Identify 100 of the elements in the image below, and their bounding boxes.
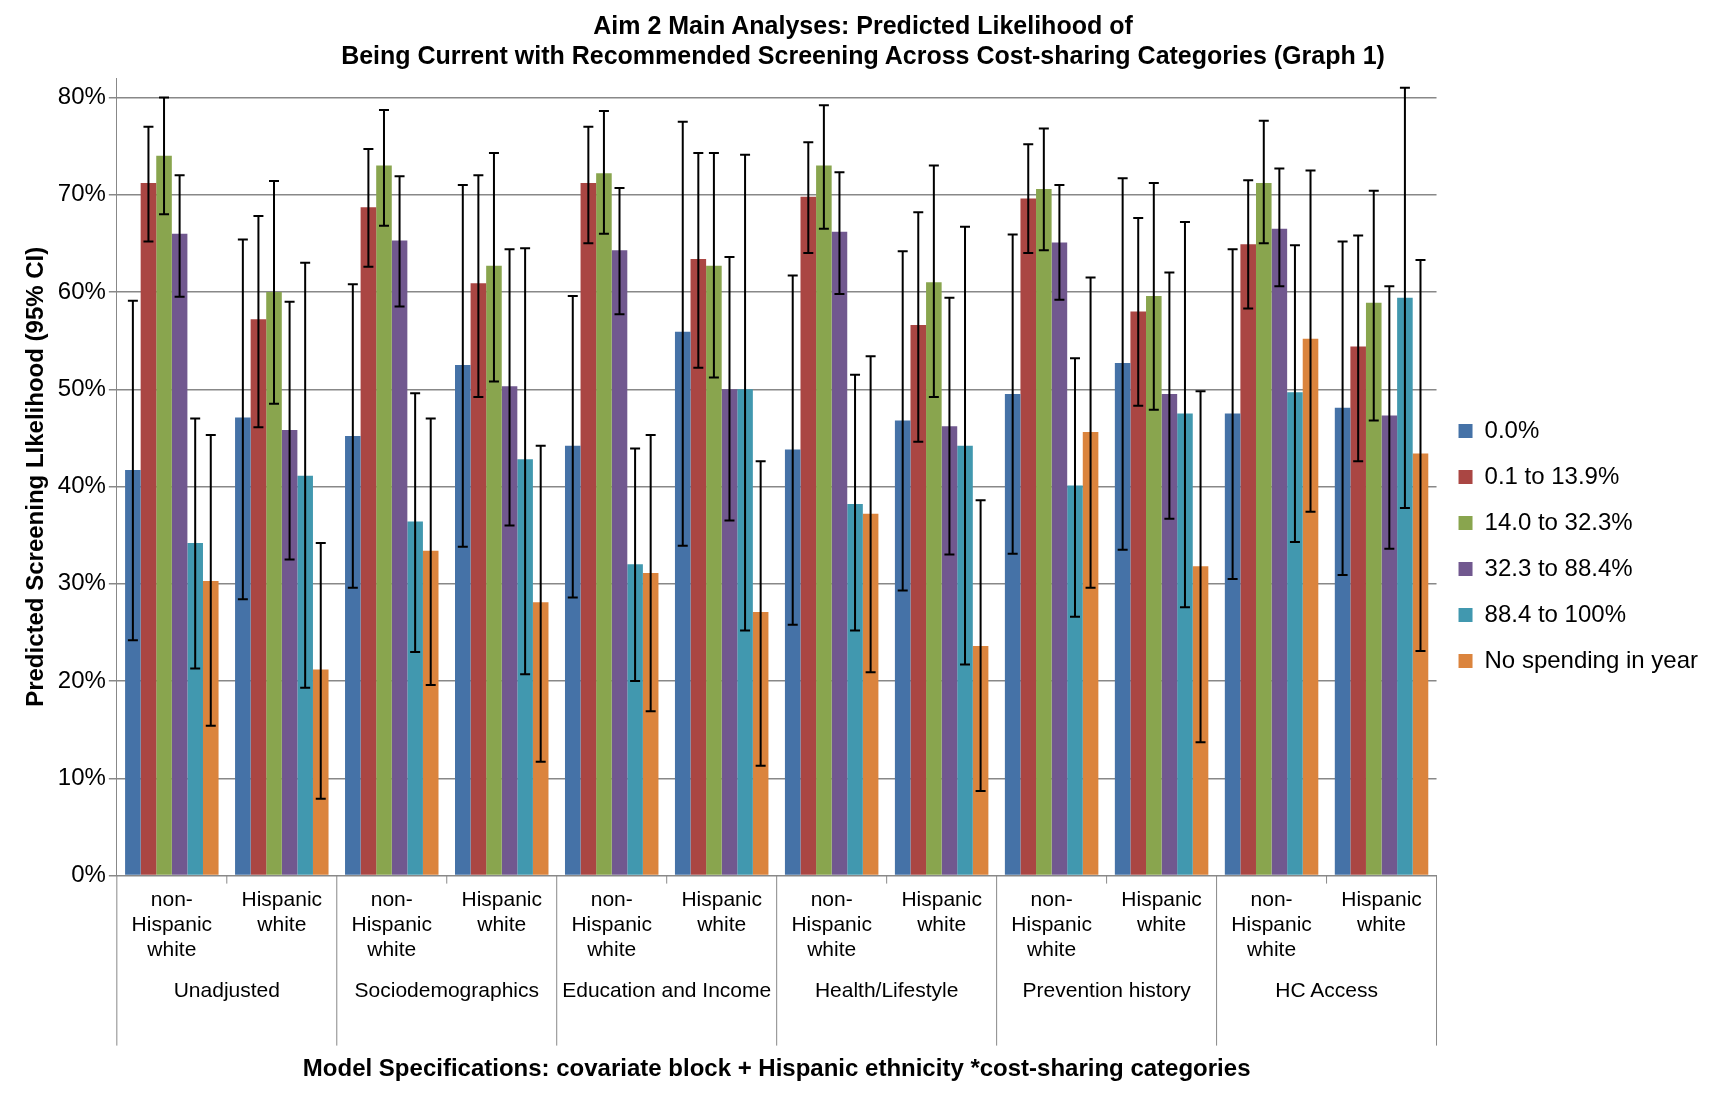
y-tick-label: 20% xyxy=(57,665,106,693)
bar xyxy=(1255,183,1272,875)
x-tick-label: non-Hispanic white xyxy=(351,887,433,961)
bar xyxy=(784,449,801,875)
bar xyxy=(1397,297,1413,875)
text: Health/Lifestyle xyxy=(814,977,959,1001)
bar xyxy=(1004,394,1021,875)
bar xyxy=(250,319,267,875)
bar xyxy=(1082,432,1099,875)
bar xyxy=(1350,346,1366,875)
bar xyxy=(1224,413,1241,875)
y-tick-label: 60% xyxy=(57,276,106,304)
x-tick-label: non-Hispanic white xyxy=(131,887,213,961)
bar xyxy=(1365,302,1382,875)
bar xyxy=(721,389,738,875)
legend-label: 14.0 to 32.3% xyxy=(1484,507,1633,535)
bar xyxy=(1051,242,1068,875)
bar xyxy=(1412,453,1429,875)
bar xyxy=(737,389,753,875)
bar xyxy=(486,265,502,875)
bar xyxy=(706,265,722,875)
bar xyxy=(596,173,612,875)
bar xyxy=(926,282,942,875)
y-axis-title: Predicted Screening LIkelihood (95% CI) xyxy=(21,246,49,707)
bar xyxy=(831,231,848,875)
bar xyxy=(391,240,408,875)
chart-title: Aim 2 Main Analyses: Predicted Likelihood of Being Current with Recommended Screening Across Cost-sharing Categories (Graph 1) xyxy=(341,10,1385,69)
bar xyxy=(957,445,973,875)
bar xyxy=(202,580,219,875)
bar xyxy=(580,183,597,875)
bar xyxy=(376,165,392,875)
bar xyxy=(517,459,533,875)
bar xyxy=(1334,407,1351,875)
x-tick-label: Hispanic white xyxy=(681,887,762,936)
bar xyxy=(1240,244,1256,875)
bar xyxy=(910,325,927,875)
text: Sociodemographics xyxy=(354,977,539,1001)
bar xyxy=(894,420,911,875)
text: Education and Income xyxy=(562,977,772,1001)
bar xyxy=(1114,363,1131,875)
bar xyxy=(345,435,361,875)
bar xyxy=(627,564,643,875)
x-tick-label: non-Hispanic white xyxy=(1231,887,1312,961)
bar xyxy=(1020,198,1037,875)
bar xyxy=(1130,311,1147,875)
x-tick-label: Hispanic white xyxy=(461,887,543,936)
bar xyxy=(266,291,282,875)
text: Unadjusted xyxy=(173,977,280,1001)
bar xyxy=(862,513,879,875)
bar xyxy=(501,386,518,875)
bar xyxy=(1381,415,1398,875)
y-tick-label: 70% xyxy=(57,179,106,207)
y-tick-label: 80% xyxy=(57,82,106,110)
bar xyxy=(422,550,439,875)
x-tick-label: Hispanic white xyxy=(1341,887,1422,936)
legend-label: 0.1 to 13.9% xyxy=(1484,461,1620,489)
text: Prevention history xyxy=(1022,977,1192,1001)
bar xyxy=(281,430,298,875)
bar xyxy=(297,475,313,875)
bar xyxy=(1302,338,1319,875)
bar xyxy=(125,469,141,875)
legend-label: No spending in year xyxy=(1484,645,1699,673)
bar xyxy=(235,417,251,875)
bar xyxy=(455,364,471,875)
y-tick-label: 10% xyxy=(57,762,106,790)
bar xyxy=(800,196,817,875)
bar xyxy=(1067,485,1083,875)
bar xyxy=(1036,188,1052,875)
x-axis-title: Model Specifications: covariate block + Hispanic ethnicity *cost-sharing categories xyxy=(302,1054,1251,1082)
text: HC Access xyxy=(1275,977,1378,1001)
bar xyxy=(187,542,203,875)
x-tick-label: Hispanic white xyxy=(241,887,323,936)
bar xyxy=(1146,295,1162,875)
bar xyxy=(674,331,691,875)
y-tick-label: 50% xyxy=(57,373,106,401)
bar xyxy=(140,183,157,875)
bar xyxy=(847,504,863,875)
bar xyxy=(1177,413,1193,875)
bar xyxy=(156,155,172,875)
x-tick-label: non-Hispanic white xyxy=(791,887,872,961)
bar xyxy=(642,573,659,875)
y-tick-label: 0% xyxy=(71,860,106,888)
x-tick-label: non-Hispanic white xyxy=(1011,887,1092,961)
x-tick-label: Hispanic white xyxy=(1121,887,1202,936)
bar xyxy=(360,207,377,875)
bar xyxy=(171,233,188,875)
bar xyxy=(312,669,329,875)
x-tick-label: Hispanic white xyxy=(901,887,982,936)
bar xyxy=(470,283,487,875)
x-tick-label: non-Hispanic white xyxy=(571,887,652,961)
y-tick-label: 40% xyxy=(57,471,106,499)
y-tick-label: 30% xyxy=(57,568,106,596)
bar xyxy=(690,258,707,875)
bar xyxy=(407,521,423,875)
bar xyxy=(1161,394,1178,875)
bar xyxy=(564,445,581,875)
legend-label: 88.4 to 100% xyxy=(1484,599,1626,627)
legend-label: 32.3 to 88.4% xyxy=(1484,553,1633,581)
bar xyxy=(611,250,628,875)
bar xyxy=(816,165,832,875)
